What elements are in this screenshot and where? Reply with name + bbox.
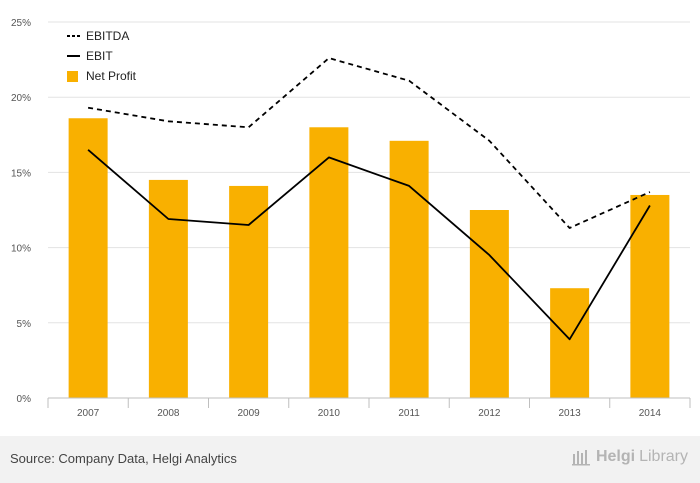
y-axis-ticks: 0% 5% 10% 15% 20% 25% [11,18,31,405]
bar-net-profit [389,140,429,399]
line-ebit [87,149,651,341]
net-profit-bars [68,118,670,399]
x-tick-label: 2012 [478,408,501,419]
line-series [87,57,651,341]
legend-label: EBITDA [86,29,129,43]
brand-logo: Helgi Library [571,448,688,466]
legend-label: Net Profit [86,69,137,83]
bar-net-profit [309,127,349,398]
bar-net-profit [469,210,509,398]
bar-net-profit [148,179,188,398]
x-tick-label: 2007 [77,408,100,419]
x-tick-label: 2014 [639,408,662,419]
x-tick-label: 2008 [157,408,180,419]
legend-label: EBIT [86,49,113,63]
x-tick-label: 2010 [318,408,341,419]
bar-net-profit [550,288,590,398]
brand-name-strong: Helgi [595,448,636,465]
bar-net-profit [68,118,108,399]
y-tick-label: 15% [11,168,31,179]
bar-net-profit [630,194,670,398]
x-axis: 2007 2008 2009 2010 2011 2012 2013 2014 [47,397,691,419]
library-icon [571,450,590,466]
y-tick-label: 20% [11,93,31,104]
y-tick-label: 0% [17,394,32,405]
x-tick-label: 2011 [398,408,420,419]
brand-name-light: Library [639,448,688,465]
chart: 0% 5% 10% 15% 20% 25% 2007 2008 2009 2010 2011 201… [11,18,691,419]
y-tick-label: 5% [17,319,32,330]
legend-swatch [67,71,78,82]
bar-net-profit [229,185,269,398]
x-tick-label: 2013 [559,408,582,419]
y-tick-label: 25% [11,18,31,29]
x-tick-label: 2009 [238,408,261,419]
source-note: Source: Company Data, Helgi Analytics [10,451,237,466]
footer [0,436,700,483]
y-tick-label: 10% [11,244,31,255]
line-ebitda [87,57,651,229]
legend: EBITDA EBIT Net Profit [67,29,137,83]
